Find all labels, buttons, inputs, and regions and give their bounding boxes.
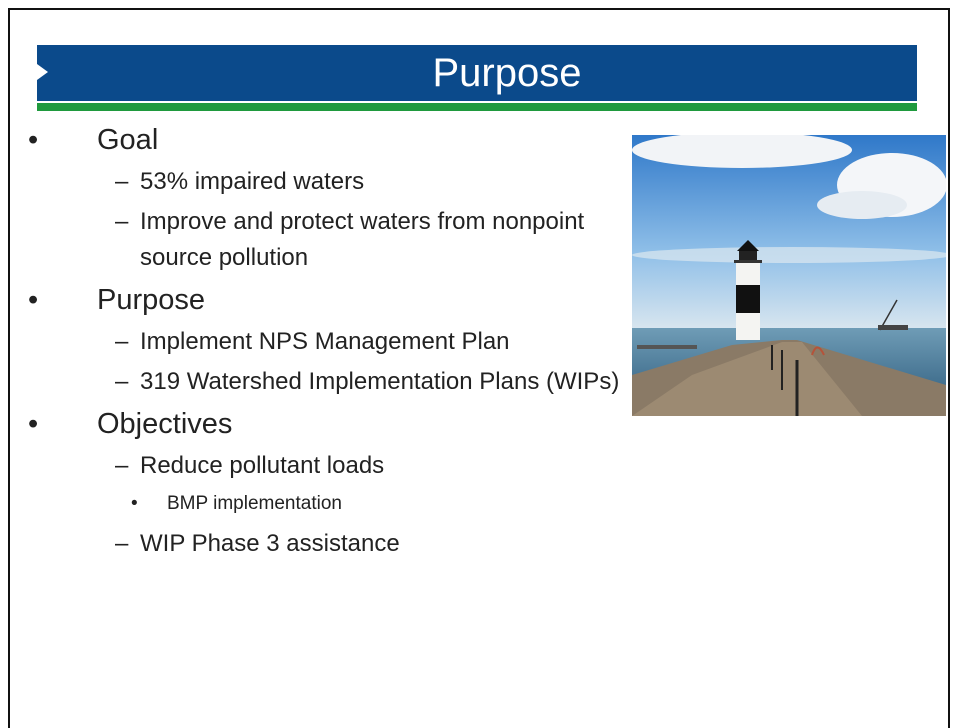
bullet-item: WIP Phase 3 assistance [140, 532, 400, 556]
bullet-item: Improve and protect waters from nonpoint… [140, 204, 610, 276]
lighthouse-photo [632, 135, 946, 416]
bullet-marker: – [115, 370, 128, 394]
bullet-item: BMP implementation [167, 494, 342, 513]
bullet-marker: – [115, 330, 128, 354]
bullet-item: 53% impaired waters [140, 170, 364, 194]
slide-title: Purpose [37, 45, 917, 101]
bullet-marker: – [115, 532, 128, 556]
page: Purpose •Goal–53% impaired waters–Improv… [0, 0, 956, 719]
bullet-heading: Goal [97, 126, 158, 155]
bullet-marker: – [115, 454, 128, 478]
bullet-heading: Purpose [97, 286, 205, 315]
bullet-marker: • [28, 126, 38, 155]
bullet-marker: • [131, 494, 138, 513]
bullet-marker: • [28, 410, 38, 439]
bullet-item: Implement NPS Management Plan [140, 330, 510, 354]
bullet-marker: • [28, 286, 38, 315]
bullet-item: Reduce pollutant loads [140, 454, 384, 478]
bullet-marker: – [115, 170, 128, 194]
title-underline [37, 103, 917, 111]
bullet-item: 319 Watershed Implementation Plans (WIPs… [140, 370, 619, 394]
bullet-heading: Objectives [97, 410, 232, 439]
bullet-marker: – [115, 210, 128, 234]
